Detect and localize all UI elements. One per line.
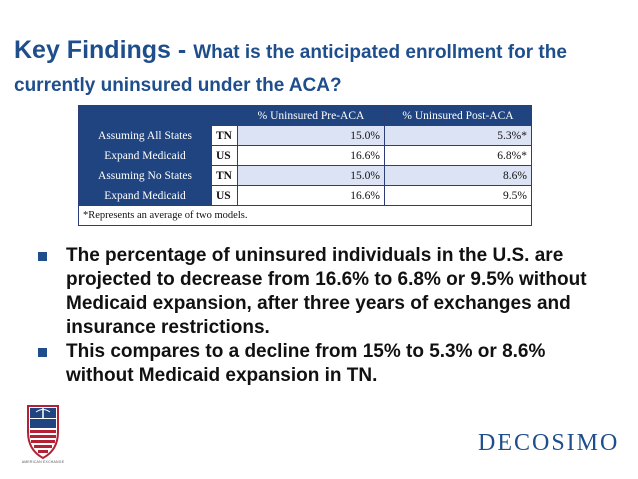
list-item: The percentage of uninsured individuals … (30, 244, 615, 340)
region-cell: TN (211, 125, 238, 146)
table-header-row: % Uninsured Pre-ACA % Uninsured Post-ACA (78, 105, 532, 126)
square-bullet-icon (38, 252, 47, 261)
header-pre-aca: % Uninsured Pre-ACA (237, 105, 385, 126)
table-row: Expand Medicaid US 16.6% 6.8%* (78, 145, 532, 166)
square-bullet-icon (38, 348, 47, 357)
header-cell (211, 105, 238, 126)
slide-title: Key Findings - What is the anticipated e… (14, 34, 624, 103)
table-row: Assuming No States TN 15.0% 8.6% (78, 165, 532, 186)
post-aca-value: 8.6% (384, 165, 532, 186)
title-main: Key Findings - (14, 36, 194, 64)
scenario-label: Expand Medicaid (78, 185, 212, 206)
post-aca-value: 6.8%* (384, 145, 532, 166)
title-subtitle: What is the anticipated enrollment for t… (14, 42, 567, 96)
header-cell (78, 105, 212, 126)
region-cell: US (211, 185, 238, 206)
bullet-text: This compares to a decline from 15% to 5… (66, 341, 546, 386)
scenario-label: Expand Medicaid (78, 145, 212, 166)
region-cell: TN (211, 165, 238, 186)
bullet-text: The percentage of uninsured individuals … (66, 245, 587, 338)
post-aca-value: 5.3%* (384, 125, 532, 146)
american-exchange-logo: AMERICAN EXCHANGE (14, 402, 72, 468)
logo-caption: AMERICAN EXCHANGE (21, 460, 65, 464)
bullet-list: The percentage of uninsured individuals … (30, 244, 615, 388)
region-cell: US (211, 145, 238, 166)
decosimo-logo: DECOSIMO (478, 430, 620, 456)
pre-aca-value: 15.0% (237, 125, 385, 146)
uninsured-table: % Uninsured Pre-ACA % Uninsured Post-ACA… (78, 105, 532, 226)
list-item: This compares to a decline from 15% to 5… (30, 340, 615, 388)
pre-aca-value: 16.6% (237, 185, 385, 206)
table-footnote-row: *Represents an average of two models. (78, 205, 532, 226)
post-aca-value: 9.5% (384, 185, 532, 206)
table-row: Assuming All States TN 15.0% 5.3%* (78, 125, 532, 146)
caduceus-shield-icon (27, 405, 59, 460)
table-row: Expand Medicaid US 16.6% 9.5% (78, 185, 532, 206)
header-post-aca: % Uninsured Post-ACA (384, 105, 532, 126)
scenario-label: Assuming All States (78, 125, 212, 146)
pre-aca-value: 16.6% (237, 145, 385, 166)
table-footnote: *Represents an average of two models. (78, 205, 532, 226)
scenario-label: Assuming No States (78, 165, 212, 186)
pre-aca-value: 15.0% (237, 165, 385, 186)
